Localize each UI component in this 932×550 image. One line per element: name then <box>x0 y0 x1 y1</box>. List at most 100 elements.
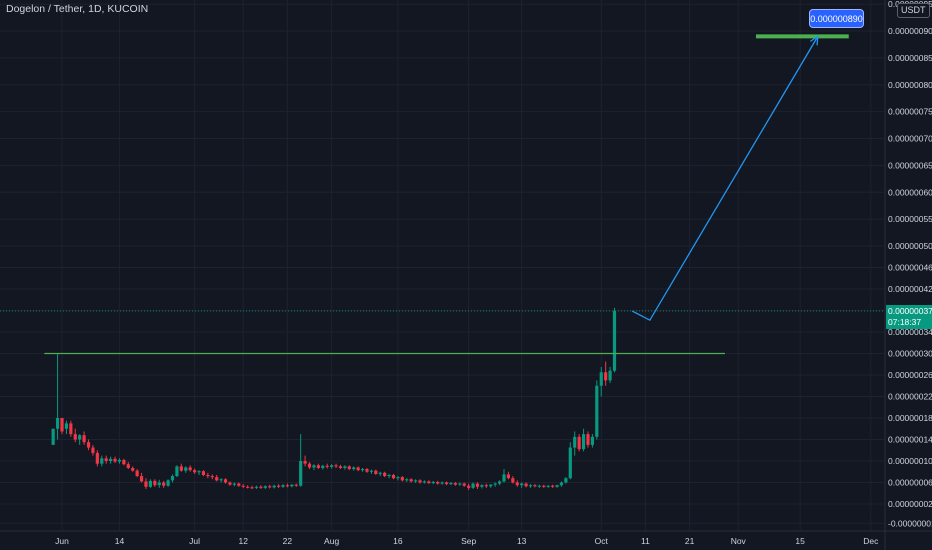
candle <box>122 458 126 466</box>
candle <box>206 472 210 479</box>
candle <box>100 455 104 467</box>
candle <box>391 473 396 480</box>
candle <box>383 471 387 478</box>
candle <box>91 444 95 456</box>
candle <box>414 479 418 484</box>
candle-body <box>294 484 298 486</box>
chart-grid <box>0 0 885 530</box>
candle <box>219 478 223 483</box>
projection-arrow[interactable] <box>631 36 819 322</box>
candle-body <box>515 482 519 486</box>
candle <box>387 473 391 479</box>
candle <box>489 484 493 488</box>
candle <box>533 484 537 488</box>
candle-body <box>237 483 241 486</box>
candle <box>55 353 60 440</box>
candle-body <box>193 470 197 473</box>
target-price-label[interactable]: 0.000000890 <box>809 9 864 28</box>
candle-body <box>299 461 303 486</box>
candle <box>564 477 568 484</box>
projection-arrowhead <box>809 35 819 46</box>
candle <box>135 469 139 478</box>
candle-body <box>250 487 254 489</box>
currency-badge[interactable]: USDT <box>897 3 930 18</box>
candle-body <box>60 418 64 432</box>
candle <box>144 478 148 489</box>
candle-body <box>418 480 422 483</box>
candle <box>573 431 577 456</box>
time-axis[interactable]: Jun 14 Jul 12 22 Aug 16 Sep 13 Oct 11 21 Nov 15 Dec <box>0 530 932 546</box>
candle-body <box>378 472 382 474</box>
candle <box>210 474 214 480</box>
candle-body <box>528 485 533 487</box>
candle <box>458 482 462 486</box>
candle-body <box>414 480 418 482</box>
candle-body <box>330 465 334 467</box>
candle-body <box>228 482 232 485</box>
x-tick-label: 22 <box>283 536 293 546</box>
candle <box>179 463 183 472</box>
candle <box>281 484 285 488</box>
candle <box>223 478 228 484</box>
candle <box>60 418 64 435</box>
candle <box>193 468 197 474</box>
candle <box>343 465 347 470</box>
candle-body <box>493 483 497 485</box>
candle <box>440 481 444 485</box>
candle-body <box>546 485 550 487</box>
candle-body <box>117 459 122 462</box>
candle-body <box>533 485 537 487</box>
candle <box>321 464 325 470</box>
candle-body <box>307 463 312 468</box>
candle <box>237 482 241 487</box>
candle <box>520 482 524 488</box>
candle <box>599 366 603 397</box>
candle <box>515 480 519 487</box>
candle <box>246 485 250 489</box>
candle <box>422 480 427 484</box>
candle-body <box>360 469 365 471</box>
candle <box>555 484 559 488</box>
candle <box>551 484 555 488</box>
candle-body <box>281 485 285 487</box>
candle <box>117 458 122 464</box>
candle <box>444 481 449 486</box>
candle-body <box>608 370 612 381</box>
candle <box>285 483 290 488</box>
candle-body <box>73 434 77 440</box>
candle <box>436 480 440 485</box>
candle-body <box>559 482 564 486</box>
candle <box>64 420 69 435</box>
candle-body <box>449 483 453 485</box>
candle-body <box>586 434 590 445</box>
candle <box>325 463 329 469</box>
candle <box>86 439 91 451</box>
candle-body <box>285 485 290 487</box>
candle <box>175 465 179 478</box>
symbol-title[interactable]: Dogelon / Tether, 1D, KUCOIN <box>6 3 149 15</box>
x-tick-label: Jun <box>55 536 69 546</box>
candle-body <box>246 486 250 488</box>
x-tick-label: Aug <box>324 536 339 546</box>
target-zone[interactable] <box>755 34 849 39</box>
drawings[interactable] <box>0 34 885 355</box>
candle-body <box>201 471 206 475</box>
candle <box>312 464 316 471</box>
candle <box>453 481 457 486</box>
price-axis[interactable]: 0.0000009500.0000009000.0000008500.00000… <box>884 0 932 550</box>
current-price-value: 0.000000379 <box>888 306 932 316</box>
candle <box>360 467 365 472</box>
x-tick-label: Dec <box>863 536 879 546</box>
candle <box>166 479 170 487</box>
candle <box>511 476 515 484</box>
candle <box>524 482 528 488</box>
candle <box>467 483 471 491</box>
candle-body <box>431 481 435 484</box>
x-tick-label: Nov <box>731 536 747 546</box>
candle <box>162 480 166 488</box>
